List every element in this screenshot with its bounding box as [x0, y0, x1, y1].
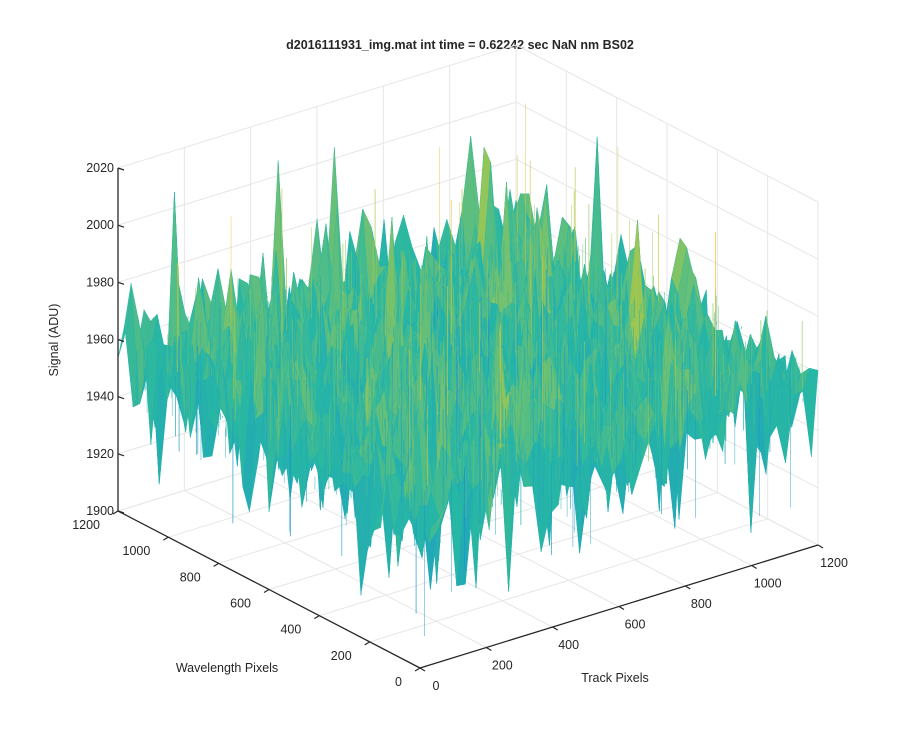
z-tick-mark	[117, 224, 125, 228]
tick-labels: 1900192019401960198020002020020040060080…	[72, 161, 848, 693]
x-axis-label: Track Pixels	[581, 671, 649, 685]
x-tick-mark	[552, 626, 558, 631]
y-tick-label: 200	[331, 649, 352, 663]
grid-line	[117, 101, 517, 226]
z-tick-mark	[117, 453, 125, 457]
y-tick-label: 400	[280, 623, 301, 637]
y-tick-label: 1000	[123, 544, 151, 558]
grid-line	[319, 492, 718, 617]
x-tick-label: 400	[558, 638, 579, 652]
y-tick-mark	[163, 536, 169, 541]
z-tick-mark	[117, 510, 125, 514]
grid-line	[515, 44, 819, 203]
x-tick-mark	[817, 544, 824, 549]
chart-title: d2016111931_img.mat int time = 0.62242 s…	[286, 38, 634, 52]
y-tick-mark	[263, 588, 270, 594]
y-axis-label: Wavelength Pixels	[176, 661, 278, 675]
x-tick-label: 0	[433, 679, 440, 693]
x-tick-mark	[685, 585, 691, 590]
x-tick-label: 200	[492, 659, 513, 673]
y-tick-mark	[213, 562, 219, 567]
grid-line	[369, 518, 768, 643]
z-tick-label: 2000	[86, 218, 114, 232]
surface-mesh	[117, 103, 819, 636]
z-tick-mark	[117, 396, 125, 400]
grid-line	[117, 44, 517, 169]
x-tick-label: 600	[625, 618, 646, 632]
y-tick-label: 0	[395, 675, 402, 689]
z-tick-mark	[117, 338, 125, 343]
z-tick-label: 1940	[86, 390, 114, 404]
y-tick-mark	[314, 615, 320, 620]
z-tick-label: 1960	[86, 333, 114, 347]
z-tick-label: 1900	[86, 504, 114, 518]
grid-line	[515, 158, 819, 317]
x-tick-label: 1000	[754, 577, 782, 591]
z-tick-mark	[117, 281, 125, 285]
z-tick-label: 2020	[86, 161, 114, 175]
z-tick-mark	[117, 167, 125, 171]
y-tick-mark	[112, 510, 119, 515]
y-tick-label: 1200	[72, 518, 100, 532]
z-tick-label: 1920	[86, 447, 114, 461]
y-tick-label: 600	[230, 597, 251, 611]
x-tick-mark	[751, 564, 757, 570]
y-tick-mark	[364, 641, 370, 646]
x-tick-label: 800	[691, 597, 712, 611]
z-axis-label: Signal (ADU)	[47, 304, 61, 377]
x-tick-mark	[618, 605, 625, 611]
y-tick-mark	[414, 667, 421, 672]
z-tick-label: 1980	[86, 275, 114, 289]
grid-line	[515, 101, 819, 260]
x-tick-mark	[419, 667, 426, 672]
y-tick-label: 800	[180, 570, 201, 584]
x-tick-label: 1200	[820, 556, 848, 570]
x-tick-mark	[486, 646, 492, 652]
